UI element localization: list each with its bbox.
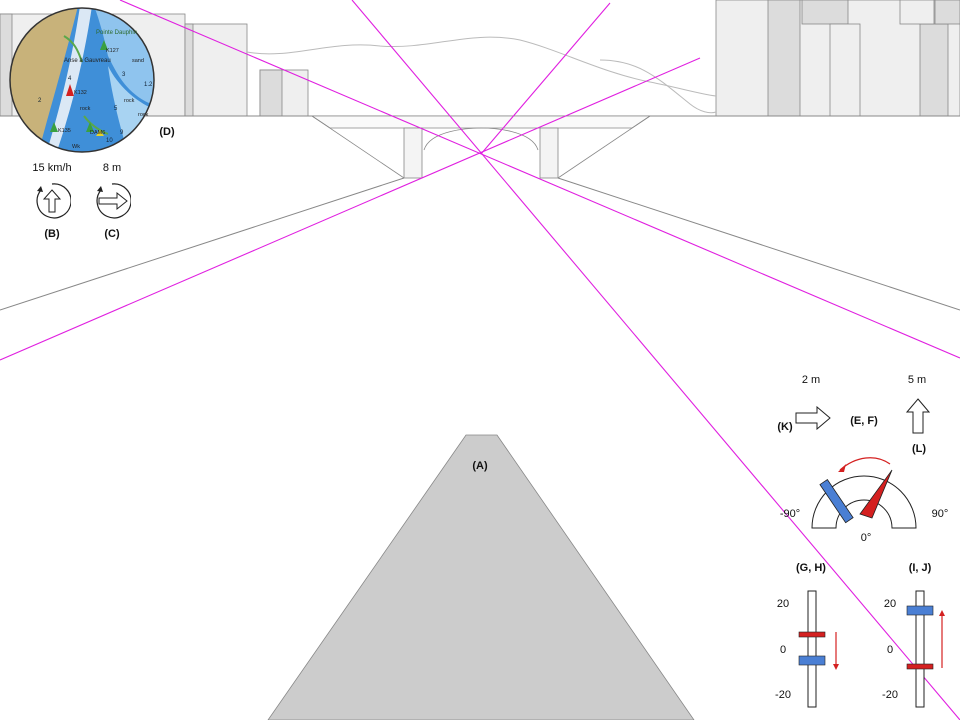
slider-right-top: 20 [883,598,897,610]
svg-text:rock: rock [80,106,91,112]
hill-outline [246,36,717,97]
map-marker-red [66,84,74,96]
shore-line-left [0,177,405,311]
slider-left-top: 20 [776,598,790,610]
gauge-right-label: 90° [931,508,949,520]
svg-text:Anse à Gauvreau: Anse à Gauvreau [64,58,111,64]
distance-dial[interactable] [93,182,132,220]
hull-label: (A) [472,460,488,472]
skyline-right [715,0,960,117]
gauge-center-label: 0° [860,532,872,544]
map-marker-yellow [96,130,104,136]
shore-line-right [557,177,960,311]
slider-left[interactable] [796,590,844,710]
lateral-arrow-label: (K) [777,421,793,433]
slider-right-blue-marker [906,605,934,616]
gauge-label: (E, F) [850,415,878,427]
svg-text:4: 4 [68,76,72,82]
svg-text:Wk: Wk [72,144,80,150]
rudder-gauge[interactable] [806,450,922,532]
slider-left-bottom: -20 [775,689,791,701]
slider-left-mid: 0 [779,644,787,656]
lateral-readout: 2 m [801,374,821,386]
svg-text:K135: K135 [58,128,71,134]
svg-text:DAM6: DAM6 [90,130,105,136]
bridge [310,115,652,179]
svg-text:rock: rock [138,112,149,118]
svg-text:K127: K127 [106,48,119,54]
boat-hull [267,434,695,720]
rotate-icon [36,183,72,219]
gauge-needle-blue [819,478,854,524]
rotate-icon [96,183,132,219]
gauge-left-label: -90° [779,508,801,520]
slider-right-bottom: -20 [882,689,898,701]
up-arrow-icon [42,189,62,213]
gauge-needle-red [859,469,893,519]
slider-right-label: (I, J) [908,562,932,574]
svg-text:Pointe Dauphin: Pointe Dauphin [96,30,137,36]
right-arrow-icon [98,191,128,211]
svg-text:10: 10 [106,138,113,144]
speed-dial[interactable] [33,182,72,220]
slider-left-label: (G, H) [796,562,826,574]
forward-readout: 5 m [907,374,927,386]
speed-readout: 15 km/h [32,162,72,174]
svg-text:3: 3 [122,72,126,78]
speed-dial-label: (B) [44,228,60,240]
forward-arrow[interactable] [905,398,931,434]
distance-dial-label: (C) [104,228,120,240]
svg-text:2: 2 [38,98,42,104]
map-marker-green [50,40,108,132]
svg-text:5: 5 [114,106,118,112]
right-arrow-icon [795,405,831,431]
slider-right[interactable] [904,590,952,710]
distance-readout: 8 m [102,162,122,174]
svg-text:rock: rock [124,98,135,104]
chart-map[interactable]: Pointe Dauphin Anse à Gauvreau K127 K132… [8,6,156,154]
slider-right-red-marker [906,663,934,670]
svg-text:1.2: 1.2 [144,82,153,88]
svg-text:sand: sand [132,58,144,64]
hill-outline-2 [599,59,717,114]
slider-left-red-marker [798,631,826,638]
chart-map-label: (D) [159,126,175,138]
svg-text:9: 9 [120,130,124,136]
up-arrow-icon [905,398,931,434]
forward-arrow-label: (L) [911,443,927,455]
lateral-arrow[interactable] [795,405,831,431]
svg-text:K132: K132 [74,90,87,96]
slider-left-blue-marker [798,655,826,666]
slider-right-mid: 0 [886,644,894,656]
